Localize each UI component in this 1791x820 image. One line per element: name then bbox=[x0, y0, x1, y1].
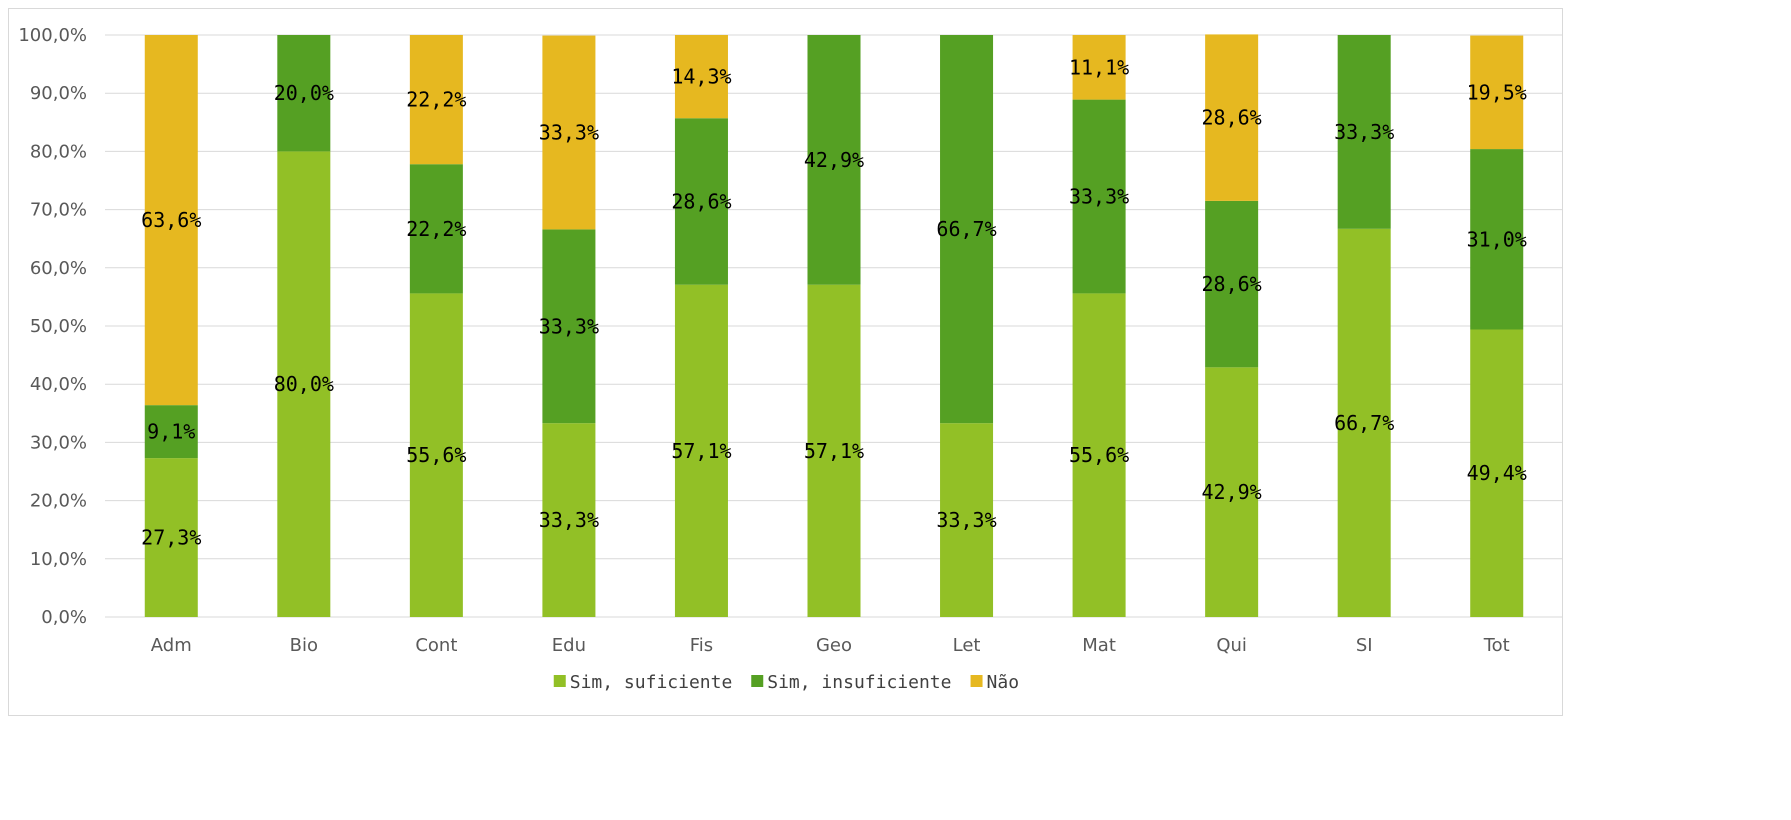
bar-segment bbox=[1072, 99, 1126, 294]
legend-label: Sim, insuficiente bbox=[767, 672, 951, 693]
x-tick-label: Edu bbox=[552, 635, 586, 656]
data-label: 57,1% bbox=[804, 439, 864, 463]
data-label: 57,1% bbox=[671, 439, 731, 463]
x-tick-label: Let bbox=[953, 635, 981, 656]
bar-segment bbox=[1470, 35, 1524, 150]
x-tick-label: Fis bbox=[690, 635, 713, 656]
bar-segment bbox=[674, 118, 728, 285]
bar-segment bbox=[1205, 200, 1259, 368]
y-tick-label: 70,0% bbox=[30, 200, 87, 221]
data-label: 33,3% bbox=[539, 508, 599, 532]
data-label: 42,9% bbox=[1202, 480, 1262, 504]
data-label: 33,3% bbox=[1334, 120, 1394, 144]
data-label: 9,1% bbox=[147, 420, 195, 444]
data-label: 63,6% bbox=[141, 208, 201, 232]
data-label: 31,0% bbox=[1467, 227, 1527, 251]
data-label: 28,6% bbox=[1202, 272, 1262, 296]
x-tick-label: Bio bbox=[290, 635, 318, 656]
y-tick-label: 80,0% bbox=[30, 141, 87, 162]
bar-segment bbox=[409, 164, 463, 294]
bar-segment bbox=[940, 423, 994, 617]
bar-segment bbox=[144, 405, 198, 459]
x-tick-label: Qui bbox=[1216, 635, 1247, 656]
x-tick-label: Adm bbox=[151, 635, 192, 656]
data-label: 33,3% bbox=[1069, 185, 1129, 209]
bar-segment bbox=[674, 284, 728, 617]
data-label: 33,3% bbox=[936, 508, 996, 532]
data-label: 33,3% bbox=[539, 120, 599, 144]
y-tick-label: 0,0% bbox=[41, 607, 87, 628]
data-label: 28,6% bbox=[671, 189, 731, 213]
data-label: 66,7% bbox=[936, 217, 996, 241]
data-label: 19,5% bbox=[1467, 80, 1527, 104]
data-label: 66,7% bbox=[1334, 411, 1394, 435]
data-label: 33,3% bbox=[539, 314, 599, 338]
data-label: 20,0% bbox=[274, 81, 334, 105]
data-label: 22,2% bbox=[406, 217, 466, 241]
bar-segment bbox=[1205, 367, 1259, 617]
bar-segment bbox=[144, 35, 198, 406]
bar-segment bbox=[409, 35, 463, 165]
bar-segment bbox=[674, 35, 728, 119]
y-tick-label: 20,0% bbox=[30, 491, 87, 512]
legend-swatch bbox=[970, 675, 983, 687]
y-tick-label: 60,0% bbox=[30, 258, 87, 279]
bar-segment bbox=[940, 35, 994, 424]
stacked-bar-chart: 0,0% 10,0% 20,0% 30,0% 40,0% 50,0% 60,0% 70,0% 8… bbox=[18, 25, 1563, 693]
bar-segment bbox=[1470, 329, 1524, 617]
bar-segment bbox=[1337, 35, 1391, 229]
x-tick-label: Geo bbox=[816, 635, 852, 656]
bar-segment bbox=[277, 151, 331, 617]
bar-segment bbox=[542, 35, 596, 230]
bar-segment bbox=[1072, 35, 1126, 100]
y-tick-label: 50,0% bbox=[30, 316, 87, 337]
bar-segment bbox=[807, 284, 861, 617]
data-label: 55,6% bbox=[1069, 443, 1129, 467]
data-label: 42,9% bbox=[804, 148, 864, 172]
data-label: 80,0% bbox=[274, 372, 334, 396]
bar-segment bbox=[144, 458, 198, 617]
x-tick-label: Cont bbox=[415, 635, 457, 656]
bar-segment bbox=[1337, 228, 1391, 617]
legend-swatch bbox=[751, 675, 764, 687]
bar-segment bbox=[1205, 34, 1259, 201]
data-label: 49,4% bbox=[1467, 461, 1527, 485]
y-tick-label: 10,0% bbox=[30, 549, 87, 570]
chart-area: 0,0% 10,0% 20,0% 30,0% 40,0% 50,0% 60,0% 70,0% 8… bbox=[8, 8, 1563, 716]
data-label: 22,2% bbox=[406, 88, 466, 112]
x-tick-label: SI bbox=[1356, 635, 1373, 656]
bar-segment bbox=[807, 35, 861, 285]
y-tick-label: 40,0% bbox=[30, 374, 87, 395]
bar-segment bbox=[409, 293, 463, 617]
x-tick-label: Mat bbox=[1082, 635, 1116, 656]
data-label: 28,6% bbox=[1202, 106, 1262, 130]
data-label: 27,3% bbox=[141, 526, 201, 550]
y-tick-label: 30,0% bbox=[30, 432, 87, 453]
y-tick-label: 100,0% bbox=[18, 25, 87, 46]
x-tick-label: Tot bbox=[1483, 635, 1510, 656]
data-label: 11,1% bbox=[1069, 55, 1129, 79]
bar-segment bbox=[1470, 149, 1524, 330]
legend-swatch bbox=[553, 675, 566, 687]
bar-segment bbox=[1072, 293, 1126, 617]
data-label: 55,6% bbox=[406, 443, 466, 467]
data-label: 14,3% bbox=[671, 65, 731, 89]
y-tick-label: 90,0% bbox=[30, 83, 87, 104]
bar-segment bbox=[277, 35, 331, 152]
bar-segment bbox=[542, 229, 596, 424]
bar-segment bbox=[542, 423, 596, 617]
legend-label: Sim, suficiente bbox=[570, 672, 733, 693]
legend-label: Não bbox=[987, 672, 1020, 693]
